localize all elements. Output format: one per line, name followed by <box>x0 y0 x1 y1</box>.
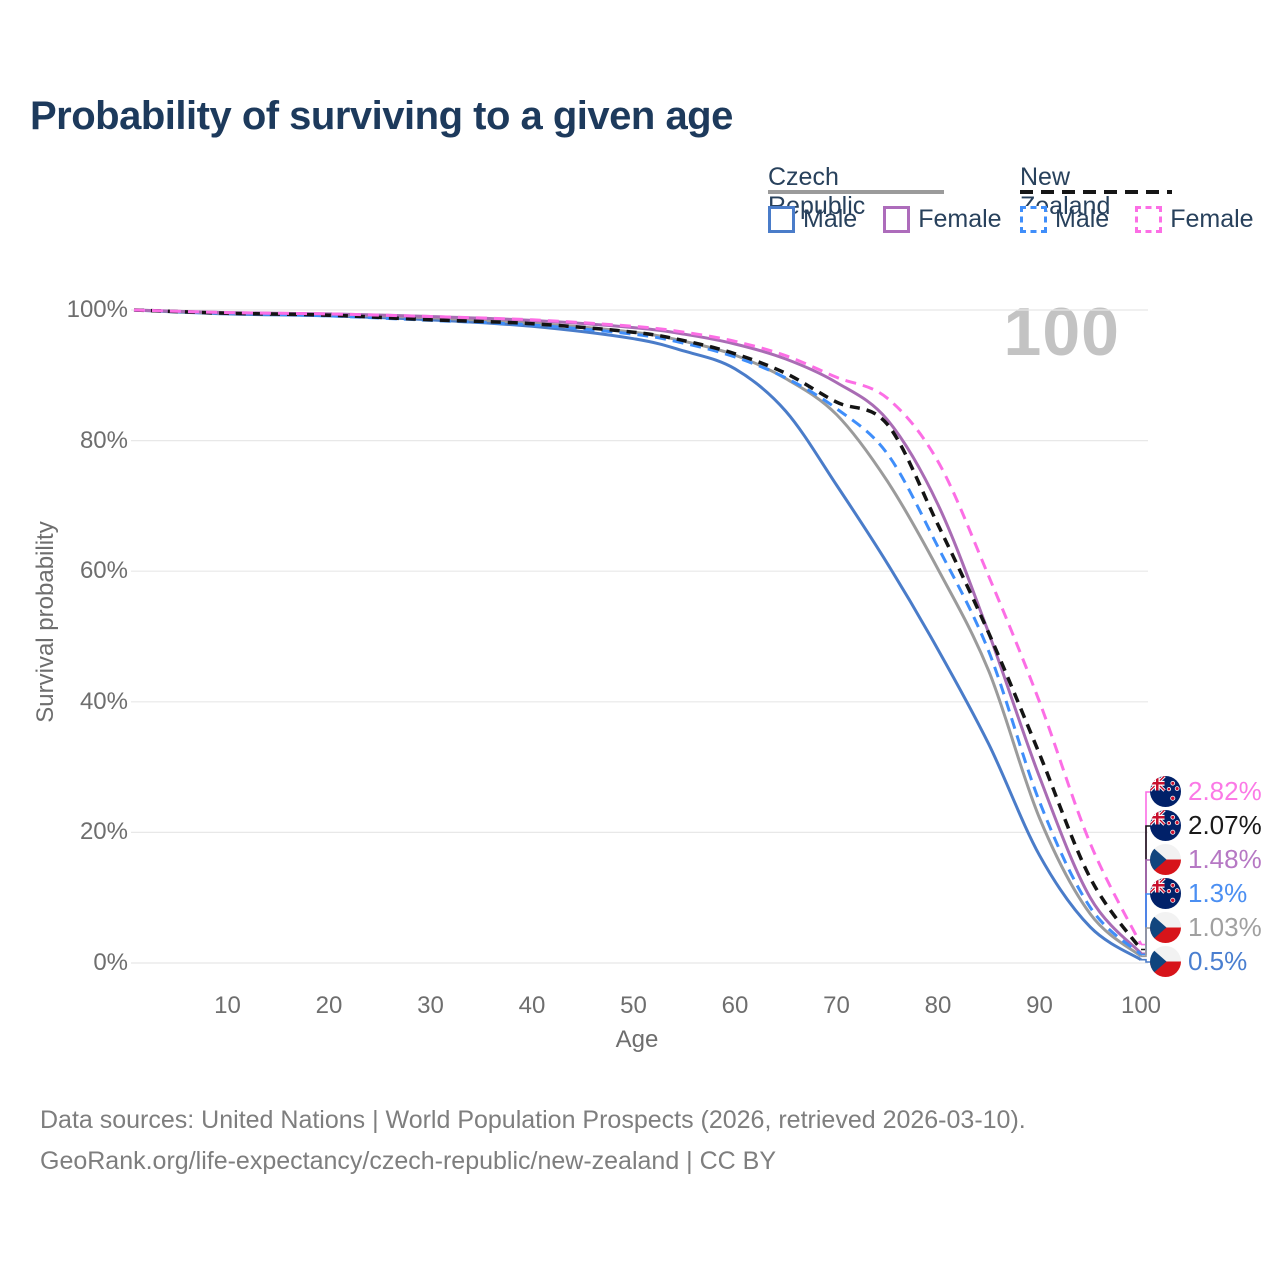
page-title: Probability of surviving to a given age <box>30 94 733 138</box>
legend-czech-line-sample <box>768 190 944 194</box>
curve-czech_female <box>133 308 1143 955</box>
x-tick-label: 30 <box>417 992 444 1019</box>
y-tick-label: 20% <box>79 818 128 846</box>
x-tick-label: 20 <box>315 992 343 1019</box>
czech-flag-icon <box>1150 844 1181 875</box>
footer-data-sources: Data sources: United Nations | World Pop… <box>40 1106 1026 1134</box>
end-label-czech_male: 0.5% <box>1150 946 1247 977</box>
end-label-nz_female: 2.82% <box>1150 776 1262 807</box>
x-tick-label: 70 <box>823 992 850 1019</box>
end-label-czech_female: 1.48% <box>1150 844 1262 875</box>
legend-label-czech-male[interactable]: Male <box>803 205 858 233</box>
x-tick-label: 10 <box>214 992 241 1019</box>
y-tick-label: 80% <box>79 426 128 454</box>
legend-nz-line-sample <box>1020 190 1172 194</box>
legend-row-czech: Male Female <box>768 205 1020 234</box>
end-value-label: 1.3% <box>1188 878 1248 908</box>
end-label-connector-nz_male <box>1141 893 1151 956</box>
end-label-connector-czech_total <box>1141 927 1151 958</box>
end-value-label: 2.07% <box>1188 810 1262 840</box>
legend-label-czech-female[interactable]: Female <box>918 205 1002 233</box>
czech-flag-icon <box>1150 912 1181 943</box>
czech-flag-icon <box>1150 946 1181 977</box>
x-tick-label: 90 <box>1026 992 1053 1019</box>
x-tick-label: 80 <box>924 992 952 1019</box>
footer-attribution: GeoRank.org/life-expectancy/czech-republ… <box>40 1147 777 1175</box>
x-tick-label: 60 <box>721 992 749 1019</box>
end-label-connector-czech_male <box>1141 958 1151 963</box>
legend-swatch-czech-female[interactable] <box>883 206 911 233</box>
x-tick-label: 100 <box>1120 992 1162 1019</box>
legend-swatch-nz-male[interactable] <box>1020 206 1047 233</box>
x-axis-title: Age <box>615 1026 659 1053</box>
end-label-czech_total: 1.03% <box>1150 912 1262 943</box>
new-zealand-flag-icon <box>1150 878 1181 909</box>
legend-label-nz-female[interactable]: Female <box>1170 205 1254 233</box>
y-tick-label: 60% <box>79 557 128 585</box>
curve-czech_male <box>133 308 1142 961</box>
y-tick-label: 0% <box>93 949 128 976</box>
legend-row-nz: Male Female <box>1020 205 1272 234</box>
new-zealand-flag-icon <box>1150 810 1181 841</box>
age-watermark: 100 <box>1003 294 1120 370</box>
legend-swatch-czech-male[interactable] <box>768 206 795 233</box>
end-value-label: 1.48% <box>1188 844 1262 874</box>
end-value-label: 1.03% <box>1188 912 1262 942</box>
new-zealand-flag-icon <box>1150 776 1181 807</box>
curve-nz_total <box>133 308 1143 951</box>
end-label-nz_total: 2.07% <box>1150 810 1262 841</box>
x-tick-label: 50 <box>620 992 647 1019</box>
legend-swatch-nz-female[interactable] <box>1135 206 1163 233</box>
y-tick-label: 100% <box>66 296 128 323</box>
curve-nz_male <box>133 308 1143 956</box>
y-tick-label: 40% <box>79 687 128 715</box>
end-value-label: 2.82% <box>1188 776 1262 806</box>
end-label-nz_male: 1.3% <box>1150 878 1247 909</box>
x-tick-label: 40 <box>518 992 546 1019</box>
curve-nz_female <box>133 308 1143 946</box>
legend-label-nz-male[interactable]: Male <box>1055 205 1110 233</box>
end-value-label: 0.5% <box>1188 946 1248 976</box>
